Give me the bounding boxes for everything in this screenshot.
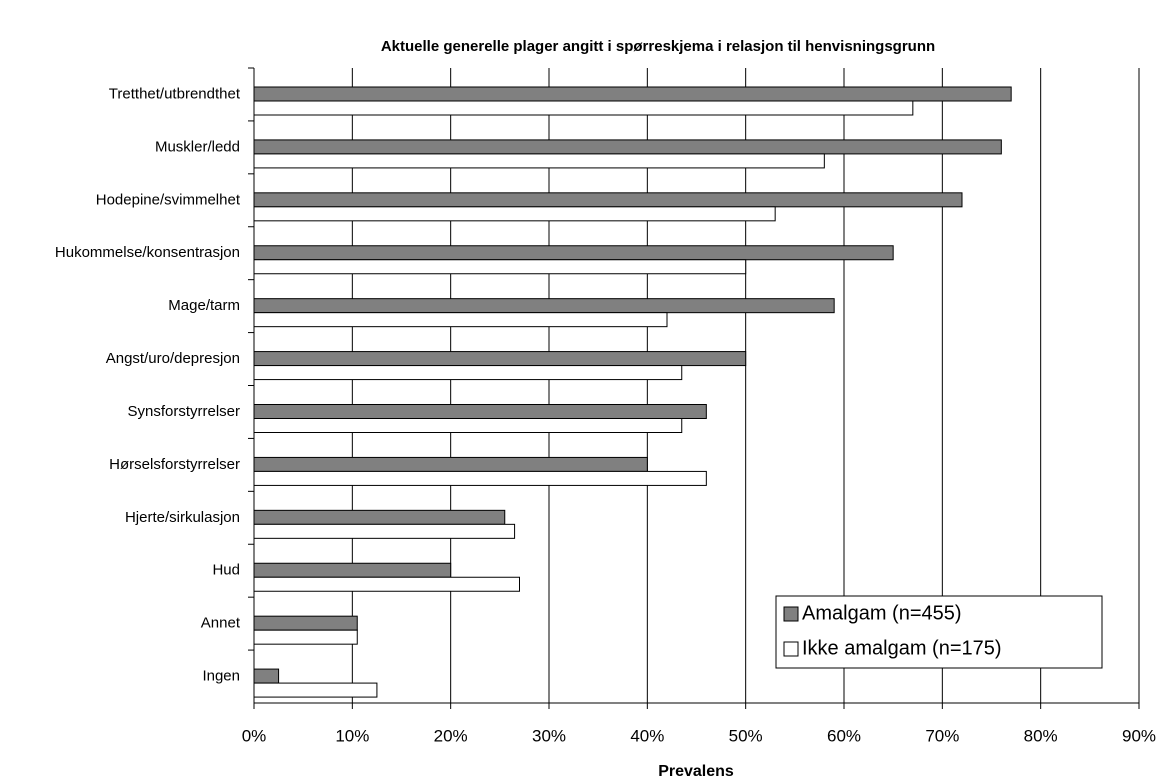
- bar: [253, 523, 516, 539]
- y-tick-label: Muskler/ledd: [155, 138, 240, 155]
- y-tick-label: Hukommelse/konsentrasjon: [55, 244, 240, 261]
- bar: [253, 259, 747, 275]
- y-tick-label: Annet: [201, 615, 241, 632]
- bar: [253, 86, 1012, 102]
- x-tick-label: 60%: [827, 726, 861, 745]
- legend-label: Ikke amalgam (n=175): [802, 637, 1002, 659]
- bar: [253, 100, 914, 116]
- legend-swatch: [783, 641, 799, 657]
- y-tick-label: Tretthet/utbrendthet: [109, 85, 241, 102]
- y-tick-label: Synsforstyrrelser: [127, 403, 240, 420]
- bar: [253, 682, 378, 698]
- x-tick-label: 0%: [242, 726, 267, 745]
- y-tick-label: Hud: [212, 562, 240, 579]
- bar: [253, 365, 683, 381]
- x-tick-label: 50%: [729, 726, 763, 745]
- y-tick-label: Hodepine/svimmelhet: [96, 191, 241, 208]
- y-tick-label: Ingen: [202, 668, 240, 685]
- bar: [253, 615, 358, 631]
- x-tick-label: 40%: [630, 726, 664, 745]
- y-tick-label: Mage/tarm: [168, 297, 240, 314]
- x-tick-label: 70%: [925, 726, 959, 745]
- x-tick-label: 90%: [1122, 726, 1156, 745]
- legend-box: [775, 595, 1103, 669]
- legend-label: Amalgam (n=455): [802, 602, 962, 624]
- legend-swatch: [783, 606, 799, 622]
- bar: [253, 245, 894, 261]
- x-tick-label: 30%: [532, 726, 566, 745]
- x-tick-label: 10%: [335, 726, 369, 745]
- bar: [253, 576, 520, 592]
- bar: [253, 509, 506, 525]
- x-tick-label: 20%: [434, 726, 468, 745]
- bar: [253, 192, 963, 208]
- bar: [253, 470, 707, 486]
- bar: [253, 298, 835, 314]
- bar: [253, 206, 776, 222]
- bar: [253, 153, 825, 169]
- bar: [253, 312, 668, 328]
- bar: [253, 418, 683, 433]
- y-tick-label: Hjerte/sirkulasjon: [125, 509, 240, 526]
- bar: [253, 139, 1002, 155]
- bar: [253, 404, 707, 419]
- bar: [253, 456, 648, 472]
- y-tick-label: Angst/uro/depresjon: [106, 350, 240, 367]
- bar: [253, 562, 452, 578]
- bar: [253, 668, 280, 684]
- chart-title: Aktuelle generelle plager angitt i spørr…: [381, 38, 935, 55]
- y-tick-label: Hørselsforstyrrelser: [109, 456, 240, 473]
- x-axis-label: Prevalens: [658, 763, 734, 780]
- bar: [253, 351, 747, 367]
- x-tick-label: 80%: [1024, 726, 1058, 745]
- bar: [253, 629, 358, 645]
